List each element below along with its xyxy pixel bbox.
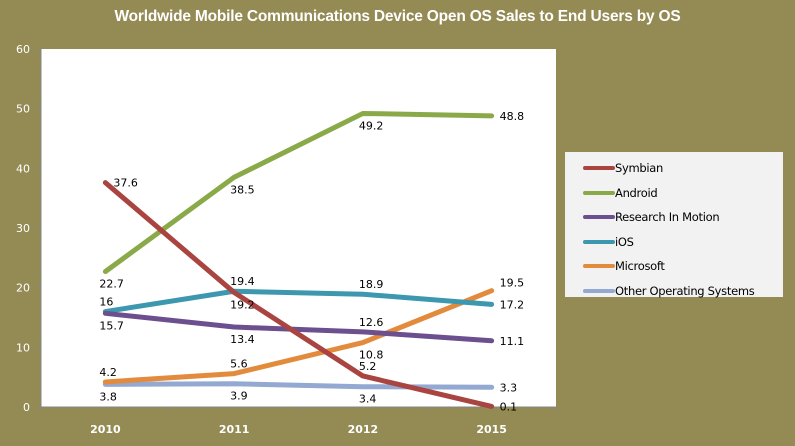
x-tick-label: 2010 (90, 423, 121, 436)
data-label: 19.2 (230, 298, 255, 311)
data-label: 11.1 (500, 335, 525, 348)
y-tick-label: 10 (16, 341, 30, 354)
legend-item: iOS (583, 234, 634, 250)
legend-swatch (583, 190, 615, 195)
legend-item: Symbian (583, 160, 663, 176)
series-line-other-operating-systems (102, 381, 495, 390)
data-label: 37.6 (113, 177, 138, 190)
legend-swatch (583, 264, 615, 268)
y-tick-label: 20 (16, 282, 30, 295)
legend-item: Research In Motion (583, 209, 720, 225)
plot-area (41, 49, 556, 407)
legend-label: Research In Motion (615, 210, 720, 224)
data-label: 5.2 (359, 360, 377, 373)
legend-label: iOS (615, 234, 634, 249)
legend-label: Symbian (615, 161, 664, 175)
data-label: 3.8 (99, 390, 117, 403)
legend-swatch (583, 215, 615, 219)
series-line-microsoft (102, 288, 495, 385)
x-tick-label: 2015 (476, 423, 507, 436)
legend-swatch (583, 239, 615, 244)
series-line-symbian (102, 180, 495, 409)
legend-label: Microsoft (615, 259, 665, 273)
data-label: 10.8 (359, 349, 384, 362)
data-label: 15.7 (99, 319, 124, 332)
legend-label: Other Operating Systems (615, 283, 755, 298)
data-label: 17.2 (500, 298, 525, 311)
data-label: 3.3 (500, 381, 518, 394)
legend-item: Android (583, 185, 658, 201)
series-line-ios (102, 288, 495, 315)
y-axis-ticks: 0 10 20 30 40 50 60 (16, 43, 41, 414)
legend-item: Microsoft (583, 258, 665, 274)
data-label: 13.4 (230, 333, 255, 346)
data-label: 4.2 (99, 366, 117, 379)
series-line-research-in-motion (102, 310, 495, 344)
legend-swatch (583, 288, 615, 293)
data-label: 3.4 (359, 393, 377, 406)
data-label: 22.7 (99, 278, 124, 291)
x-tick-label: 2011 (219, 423, 250, 436)
data-label: 12.6 (359, 316, 384, 329)
legend: Symbian Android Research In Motion iOS Micro… (565, 152, 783, 299)
data-label: 18.9 (359, 278, 384, 291)
legend-swatch (583, 166, 615, 170)
data-label: 5.6 (230, 358, 248, 371)
x-axis-ticks: 2010 2011 2012 2015 (40, 407, 557, 436)
data-labels: 37.6 19.2 5.2 0.1 22.7 38.5 49.2 48.8 15.7 13.4 12… (99, 110, 524, 414)
y-tick-label: 50 (16, 103, 30, 116)
data-label: 16 (99, 296, 113, 309)
x-tick-label: 2012 (348, 423, 379, 436)
data-label: 48.8 (500, 110, 525, 123)
legend-item: Other Operating Systems (583, 283, 755, 299)
y-tick-label: 60 (16, 43, 30, 56)
legend-label: Android (615, 185, 658, 200)
series-lines (102, 110, 495, 409)
data-label: 3.9 (230, 390, 248, 403)
data-label: 0.1 (500, 400, 518, 413)
y-tick-label: 40 (16, 162, 30, 175)
series-line-android (102, 110, 495, 275)
chart-title: Worldwide Mobile Communications Device O… (114, 8, 681, 25)
y-tick-label: 30 (16, 222, 30, 235)
data-label: 19.5 (500, 277, 525, 290)
data-label: 49.2 (359, 119, 384, 132)
data-label: 19.4 (230, 275, 255, 288)
y-tick-label: 0 (23, 401, 30, 414)
data-label: 38.5 (230, 183, 255, 196)
